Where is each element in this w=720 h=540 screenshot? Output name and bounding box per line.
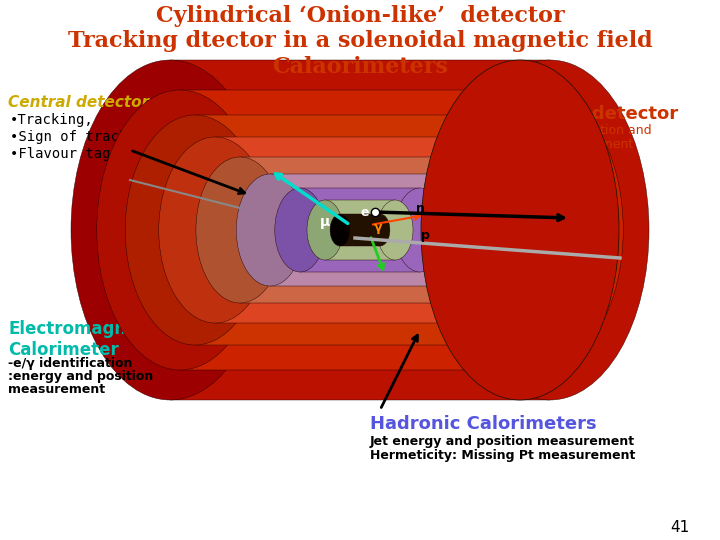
Bar <box>340 214 380 246</box>
Text: •Flavour tagging: •Flavour tagging <box>10 147 144 161</box>
Text: Electromagnetic
Calorimeter: Electromagnetic Calorimeter <box>8 320 161 359</box>
Bar <box>325 200 395 260</box>
Ellipse shape <box>437 90 603 370</box>
Ellipse shape <box>71 60 269 400</box>
Ellipse shape <box>421 60 619 400</box>
Text: p: p <box>420 228 429 241</box>
Bar <box>496 202 545 258</box>
Ellipse shape <box>307 200 343 260</box>
Ellipse shape <box>158 137 271 323</box>
Text: Tracking dtector in a solenoidal magnetic field: Tracking dtector in a solenoidal magneti… <box>68 30 652 52</box>
Text: r: r <box>202 188 208 201</box>
Ellipse shape <box>449 137 562 323</box>
Text: •Sign of tracks: •Sign of tracks <box>10 130 135 144</box>
Text: Muon detector: Muon detector <box>530 105 678 123</box>
Text: Jet energy and position measurement: Jet energy and position measurement <box>370 435 635 448</box>
Ellipse shape <box>395 188 445 272</box>
Bar <box>300 188 420 272</box>
Text: :energy and position: :energy and position <box>8 370 153 383</box>
Text: e: e <box>361 206 369 219</box>
Bar <box>215 137 505 323</box>
Text: Central detector: Central detector <box>8 95 149 110</box>
Bar <box>195 115 525 345</box>
Text: measurement: measurement <box>8 383 105 396</box>
Ellipse shape <box>96 90 264 370</box>
Ellipse shape <box>450 115 590 345</box>
Ellipse shape <box>476 157 564 303</box>
Ellipse shape <box>455 115 595 345</box>
Text: μ identification and: μ identification and <box>530 124 652 137</box>
Ellipse shape <box>451 60 649 400</box>
Bar <box>180 90 540 370</box>
Bar <box>170 60 550 400</box>
Text: γ: γ <box>374 220 382 233</box>
Text: Calaorimeters: Calaorimeters <box>272 56 448 78</box>
Ellipse shape <box>330 214 350 246</box>
Ellipse shape <box>436 157 524 303</box>
Ellipse shape <box>416 174 484 286</box>
Text: measurement: measurement <box>530 138 634 151</box>
Ellipse shape <box>236 174 304 286</box>
Text: Hermeticity: Missing Pt measurement: Hermeticity: Missing Pt measurement <box>370 449 635 462</box>
Ellipse shape <box>125 115 265 345</box>
Text: 41: 41 <box>670 520 690 535</box>
Text: μ: μ <box>320 215 330 229</box>
Text: n: n <box>415 201 424 214</box>
Text: Cylindrical ‘Onion-like’  detector: Cylindrical ‘Onion-like’ detector <box>156 5 564 27</box>
Text: Hadronic Calorimeters: Hadronic Calorimeters <box>370 415 597 433</box>
Ellipse shape <box>196 157 284 303</box>
Ellipse shape <box>370 214 390 246</box>
Bar <box>504 210 537 250</box>
Text: -e/γ identification: -e/γ identification <box>8 357 132 370</box>
Ellipse shape <box>486 174 554 286</box>
Ellipse shape <box>495 188 545 272</box>
Bar <box>488 190 553 270</box>
Bar <box>240 157 480 303</box>
Text: •Tracking,: •Tracking, <box>10 113 94 127</box>
Ellipse shape <box>275 188 325 272</box>
Bar <box>270 174 450 286</box>
Ellipse shape <box>464 137 576 323</box>
Ellipse shape <box>377 200 413 260</box>
Ellipse shape <box>502 200 538 260</box>
Ellipse shape <box>510 214 530 246</box>
Ellipse shape <box>456 90 624 370</box>
